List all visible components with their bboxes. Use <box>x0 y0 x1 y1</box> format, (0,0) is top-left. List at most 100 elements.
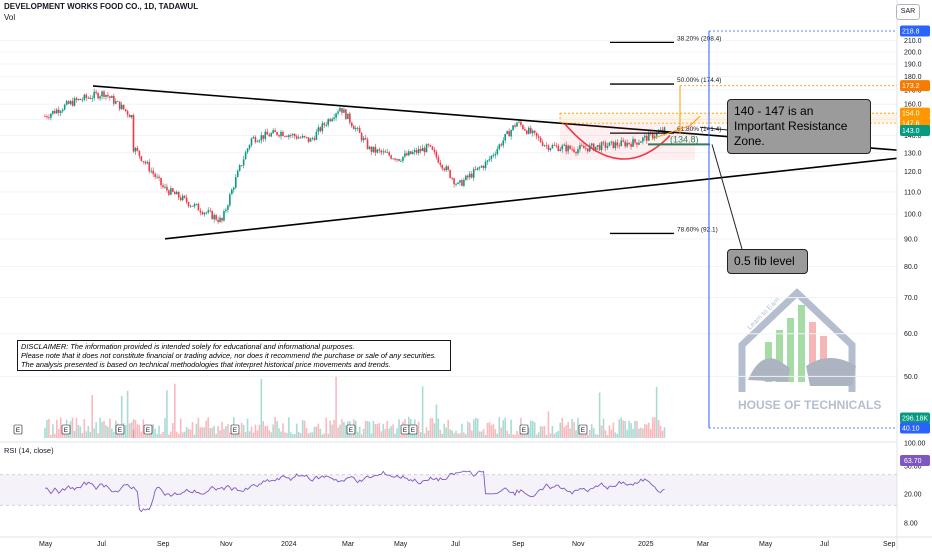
candle-body <box>512 125 514 131</box>
volume-bar <box>598 392 601 438</box>
candle-body <box>368 146 371 149</box>
candle-body <box>309 138 312 142</box>
earnings-marker-label: E <box>581 427 586 434</box>
candle-body <box>555 145 558 147</box>
volume-bar <box>630 423 632 438</box>
candle-body <box>248 145 251 149</box>
volume-bar <box>85 431 88 438</box>
volume-bar <box>240 422 243 438</box>
price-tick-label: 90.0 <box>904 236 918 243</box>
volume-bar <box>223 429 225 438</box>
price-tag: 40.10 <box>900 422 930 434</box>
time-tick-label: Mar <box>342 541 355 548</box>
candle-body <box>313 138 316 140</box>
volume-bar <box>602 418 605 438</box>
candle-body <box>457 182 459 185</box>
volume-bar <box>126 390 129 438</box>
volume-bar <box>83 419 86 438</box>
candle-body <box>579 145 581 150</box>
candle-body <box>52 110 54 114</box>
volume-bar <box>457 433 459 438</box>
volume-bar <box>258 424 261 438</box>
volume-bar <box>372 420 375 438</box>
candle-body <box>467 175 469 178</box>
price-tick-label: 200.0 <box>904 50 922 57</box>
candle-body <box>522 125 524 130</box>
price-tick-label: 140.0 <box>904 133 922 140</box>
earnings-marker <box>578 424 588 435</box>
candle-body <box>65 101 68 105</box>
volume-bar <box>610 429 613 438</box>
volume-bar <box>651 417 654 438</box>
volume-bar <box>561 417 564 438</box>
candle-body <box>91 98 93 99</box>
candle-body <box>205 212 208 214</box>
candle-body <box>138 150 141 157</box>
volume-bar <box>325 417 328 438</box>
earnings-marker-label: E <box>233 427 238 434</box>
currency-button[interactable]: SAR <box>896 4 920 20</box>
volume-bar <box>170 431 172 438</box>
volume-bar <box>124 425 127 438</box>
candle-body <box>529 127 532 134</box>
candle-body <box>288 135 290 138</box>
price-tag-label: 40.10 <box>902 426 920 433</box>
candle-body <box>321 123 324 132</box>
earnings-marker <box>230 424 240 435</box>
candle-body <box>427 144 430 146</box>
volume-bar <box>659 425 662 438</box>
candle-body <box>465 175 467 181</box>
volume-bar <box>113 431 115 438</box>
price-tick-label: 60.0 <box>904 331 918 338</box>
volume-bar <box>111 428 113 438</box>
volume-bar <box>632 428 634 438</box>
candle-body <box>478 167 481 169</box>
candle-body <box>413 150 416 153</box>
volume-bar <box>624 421 626 438</box>
candle-body <box>404 153 406 157</box>
volume-bar <box>461 423 463 438</box>
candle-body <box>587 148 589 152</box>
time-tick-label: Sep <box>883 541 896 548</box>
candle-body <box>211 211 213 220</box>
candle-body <box>71 101 74 106</box>
volume-bar <box>583 434 585 438</box>
volume-bar <box>661 430 664 438</box>
fib-callout-text: 0.5 fib level <box>734 254 795 268</box>
candle-body <box>209 210 211 212</box>
volume-bar <box>132 429 135 438</box>
volume-bar <box>612 422 615 438</box>
time-tick-label: Jul <box>97 541 106 548</box>
volume-bar <box>130 422 133 438</box>
volume-bar <box>154 428 156 438</box>
volume-bar <box>490 425 493 438</box>
volume-bar <box>101 422 103 438</box>
candle-body <box>410 151 412 155</box>
volume-bar <box>626 429 628 438</box>
candle-body <box>87 97 90 99</box>
candle-body <box>620 140 623 147</box>
candle-body <box>382 151 385 153</box>
candle-body <box>600 142 603 151</box>
volume-bar <box>529 420 532 438</box>
candle-body <box>128 114 131 118</box>
volume-bar <box>278 428 280 438</box>
volume-bar <box>484 434 487 438</box>
volume-bar <box>482 429 485 438</box>
volume-bar <box>280 431 282 438</box>
disclaimer-line: DISCLAIMER: The information provided is … <box>21 342 355 351</box>
candle-body <box>429 145 432 147</box>
volume-bar <box>575 430 577 438</box>
chart-title: DEVELOPMENT WORKS FOOD CO., 1D, TADAWUL <box>4 2 199 11</box>
volume-bar <box>360 434 363 438</box>
time-tick-label: Nov <box>572 541 585 548</box>
candle-body <box>77 98 80 100</box>
candle-body <box>99 96 101 99</box>
volume-bar <box>437 418 440 438</box>
candle-body <box>83 94 86 100</box>
candle-body <box>81 99 84 101</box>
volume-bar <box>351 434 353 438</box>
